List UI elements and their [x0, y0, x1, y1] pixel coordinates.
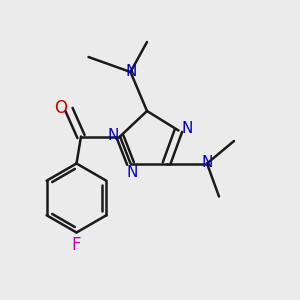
- Text: O: O: [54, 99, 67, 117]
- Text: N: N: [125, 64, 137, 80]
- Text: N: N: [108, 128, 119, 142]
- Text: F: F: [72, 236, 81, 254]
- Text: N: N: [201, 155, 213, 170]
- Text: N: N: [182, 121, 193, 136]
- Text: N: N: [126, 165, 138, 180]
